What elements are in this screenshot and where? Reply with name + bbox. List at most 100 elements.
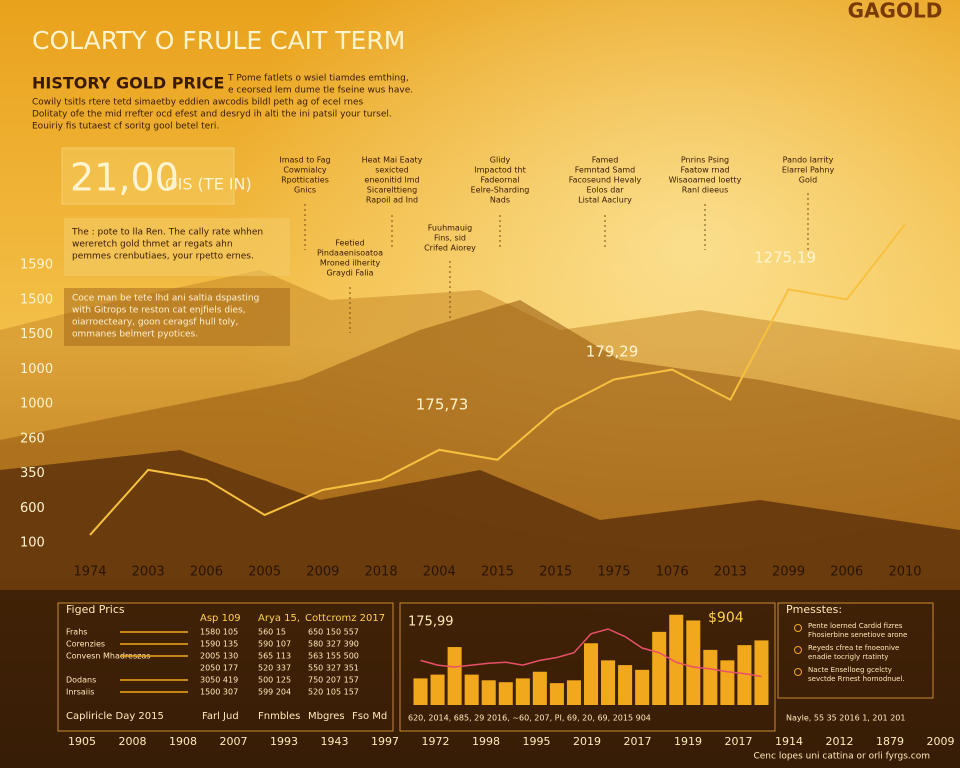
footer-year: 1943 bbox=[321, 735, 349, 748]
event-text: Gnics bbox=[294, 186, 316, 195]
table-footer: Farl Jud bbox=[202, 711, 239, 722]
event-text: Impactod tht bbox=[474, 166, 526, 175]
table-cell: 520 105 157 bbox=[308, 688, 359, 697]
brand: GAGOLD bbox=[848, 0, 943, 23]
bullet bbox=[794, 646, 802, 654]
panel-text: Reyeds cfrea te fnoeonive bbox=[808, 644, 899, 652]
intro-line: Cowily tsitls rtere tetd simaetby eddien… bbox=[32, 98, 363, 108]
x-tick-label: 2099 bbox=[772, 565, 805, 580]
event-text: Gold bbox=[799, 176, 817, 185]
event-text: Sicarelttieng bbox=[367, 186, 417, 195]
bar bbox=[737, 645, 752, 705]
panel-text: Nacte Enselloeg gcelcty bbox=[808, 666, 892, 674]
bar bbox=[686, 620, 701, 705]
intro-line: e ceorsed lem dume tle fseine wus have. bbox=[228, 86, 413, 96]
table-cell: 565 113 bbox=[258, 652, 291, 661]
note-text: pemmes crenbutiaes, your rpetto ernes. bbox=[72, 252, 254, 262]
table-cell: 1500 307 bbox=[200, 688, 238, 697]
event-text: Feetied bbox=[335, 239, 364, 248]
annotation: 175,73 bbox=[416, 396, 469, 414]
intro-line: T Pome fatlets o wsiel tiamdes emthing, bbox=[227, 74, 409, 84]
y-label: 1500 bbox=[20, 292, 53, 307]
note-text: wereretch gold thmet ar regats ahn bbox=[72, 240, 233, 250]
footer-year: 1997 bbox=[371, 735, 399, 748]
event-text: Wisaoarned loetty bbox=[669, 176, 742, 185]
table-header: Asp 109 bbox=[200, 613, 241, 624]
table-cell: Frahs bbox=[66, 628, 87, 637]
table-header: Cottcromz 2017 bbox=[305, 613, 385, 624]
x-tick-label: 2018 bbox=[365, 565, 398, 580]
table-cell: 520 337 bbox=[258, 664, 291, 673]
x-tick-label: 2015 bbox=[481, 565, 514, 580]
highlight-box bbox=[61, 147, 235, 205]
table-cell: 500 125 bbox=[258, 676, 291, 685]
event-text: Ranl dieeus bbox=[682, 186, 729, 195]
event-text: Pando Iarrity bbox=[783, 156, 834, 165]
event-text: Nads bbox=[490, 196, 510, 205]
x-tick-label: 2015 bbox=[539, 565, 572, 580]
event-text: Faatow rnad bbox=[681, 166, 730, 175]
table-cell: Dodans bbox=[66, 676, 96, 685]
footer-year: 2019 bbox=[573, 735, 601, 748]
bar bbox=[566, 680, 581, 705]
note-text: The : pote to lla Ren. The cally rate wh… bbox=[71, 228, 263, 238]
y-label: 260 bbox=[20, 431, 45, 446]
event-text: Pnrins Psing bbox=[681, 156, 729, 165]
bar bbox=[669, 614, 684, 705]
intro-heading: HISTORY GOLD PRICE bbox=[32, 74, 224, 93]
table-cell: 1580 105 bbox=[200, 628, 238, 637]
credit: Cenc lopes uni cattina or orli fyrgs.com bbox=[753, 752, 930, 762]
table-cell: 599 204 bbox=[258, 688, 291, 697]
note-text: oiarroecteary, goon ceragsf hull toly, bbox=[72, 318, 238, 328]
x-tick-label: 2013 bbox=[714, 565, 747, 580]
table-cell: 2050 177 bbox=[200, 664, 238, 673]
event-text: Listal Aaclury bbox=[578, 196, 632, 205]
footer-year: 1993 bbox=[270, 735, 298, 748]
footer-year: 2012 bbox=[826, 735, 854, 748]
note-box bbox=[64, 288, 290, 346]
intro-line: Eouiriy fis tutaest cf soritg gool betel… bbox=[32, 122, 219, 132]
x-tick-label: 2010 bbox=[888, 565, 921, 580]
footer-year: 2007 bbox=[220, 735, 248, 748]
table-footer: Mbgres bbox=[308, 711, 345, 722]
footer-year: 1908 bbox=[169, 735, 197, 748]
bar-x-labels: 620, 2014, 685, 29 2016, ~60, 207, PI, 6… bbox=[408, 714, 651, 723]
event-text: Glidy bbox=[490, 156, 511, 165]
note-text: Coce man be tete lhd ani saltia dspastin… bbox=[72, 294, 259, 304]
table-cell: 580 327 390 bbox=[308, 640, 359, 649]
bar bbox=[720, 660, 735, 705]
table-cell: 550 327 351 bbox=[308, 664, 359, 673]
event-text: Fuuhmauig bbox=[428, 224, 472, 233]
event-text: Pindaaenisoatoa bbox=[317, 249, 383, 258]
bar-label: $904 bbox=[708, 610, 744, 626]
x-tick-label: 1974 bbox=[73, 565, 106, 580]
panel-text: Fhosierbine senetiove arone bbox=[808, 631, 907, 639]
table-footer: Fso Md bbox=[352, 711, 387, 722]
note-text: ommanes belmert pyotices. bbox=[72, 330, 198, 340]
footer-year: 1914 bbox=[775, 735, 803, 748]
y-label: 100 bbox=[20, 536, 45, 551]
y-label: 600 bbox=[20, 501, 45, 516]
table-header: Arya 15, bbox=[258, 613, 300, 624]
event-text: Crifed Aiorey bbox=[424, 244, 476, 253]
table-cell: Corenzies bbox=[66, 640, 105, 649]
event-text: Fadeornal bbox=[480, 176, 519, 185]
bar bbox=[754, 640, 769, 705]
y-label: 1500 bbox=[20, 327, 53, 342]
bar bbox=[532, 671, 547, 705]
bullet bbox=[794, 668, 802, 676]
footer-year: 1879 bbox=[876, 735, 904, 748]
event-text: Facoseund Hevaly bbox=[569, 176, 642, 185]
event-text: Famed bbox=[592, 156, 619, 165]
highlight-value: 21,00 bbox=[70, 156, 179, 200]
table-cell: 650 150 557 bbox=[308, 628, 359, 637]
event-text: Imasd to Fag bbox=[279, 156, 330, 165]
table-cell: 563 155 500 bbox=[308, 652, 359, 661]
table-cell: 750 207 157 bbox=[308, 676, 359, 685]
footer-year: 1998 bbox=[472, 735, 500, 748]
footer-year: 2008 bbox=[119, 735, 147, 748]
event-text: Eolos dar bbox=[586, 186, 624, 195]
price-line bbox=[89, 223, 906, 536]
annotation: 179,29 bbox=[586, 343, 639, 361]
